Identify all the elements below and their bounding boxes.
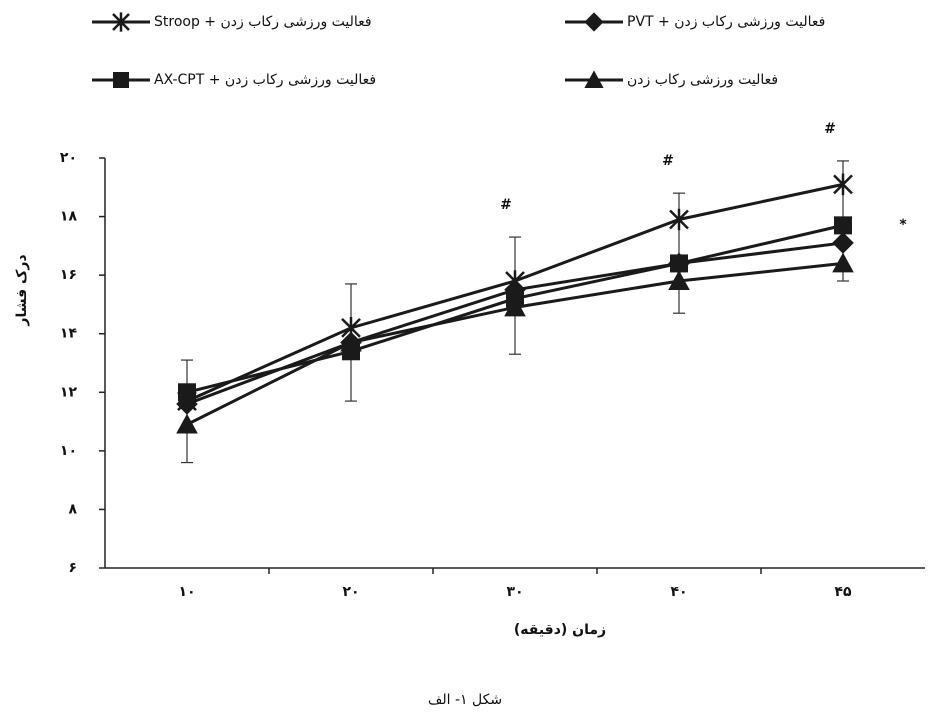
- legend-label: فعالیت ورزشی رکاب زدن: [627, 72, 778, 88]
- marker: [834, 216, 852, 235]
- marker: [669, 208, 689, 231]
- x-tick-label: ۴۵: [834, 584, 852, 600]
- x-tick-label: ۲۰: [342, 584, 359, 600]
- marker: [832, 232, 854, 254]
- y-axis-label: درک فشار: [14, 254, 30, 326]
- y-tick-label: ۱۰: [60, 443, 77, 459]
- legend-label: فعالیت ورزشی رکاب زدن + Stroop: [154, 14, 372, 30]
- x-tick-label: ۳۰: [506, 584, 523, 600]
- marker: [113, 72, 129, 88]
- series-note: *: [899, 217, 907, 233]
- y-tick-label: ۱۸: [60, 209, 78, 225]
- significance-mark: #: [500, 197, 512, 213]
- marker: [832, 252, 854, 273]
- x-axis-label: زمان (دقیقه): [514, 622, 606, 638]
- marker: [112, 12, 130, 32]
- y-tick-label: ۸: [68, 501, 77, 517]
- significance-mark: #: [662, 153, 674, 169]
- y-tick-label: ۶: [68, 560, 77, 576]
- x-tick-label: ۱۰: [178, 584, 195, 600]
- marker: [340, 331, 362, 352]
- marker: [584, 70, 604, 88]
- legend-label: فعالیت ورزشی رکاب زدن + PVT: [627, 14, 825, 30]
- marker: [504, 296, 526, 317]
- marker: [178, 383, 196, 402]
- legend-label: فعالیت ورزشی رکاب زدن + AX-CPT: [154, 72, 376, 88]
- x-tick-label: ۴۰: [670, 584, 687, 600]
- y-tick-label: ۱۲: [60, 384, 78, 400]
- y-tick-label: ۱۶: [60, 267, 77, 283]
- marker: [670, 254, 688, 273]
- caption: شکل ۱- الف: [428, 692, 502, 708]
- marker: [668, 270, 690, 290]
- significance-mark: #: [824, 121, 836, 137]
- marker: [176, 413, 198, 434]
- y-tick-label: ۲۰: [60, 150, 77, 166]
- marker: [584, 12, 604, 32]
- y-tick-label: ۱۴: [60, 326, 78, 342]
- marker: [833, 173, 853, 196]
